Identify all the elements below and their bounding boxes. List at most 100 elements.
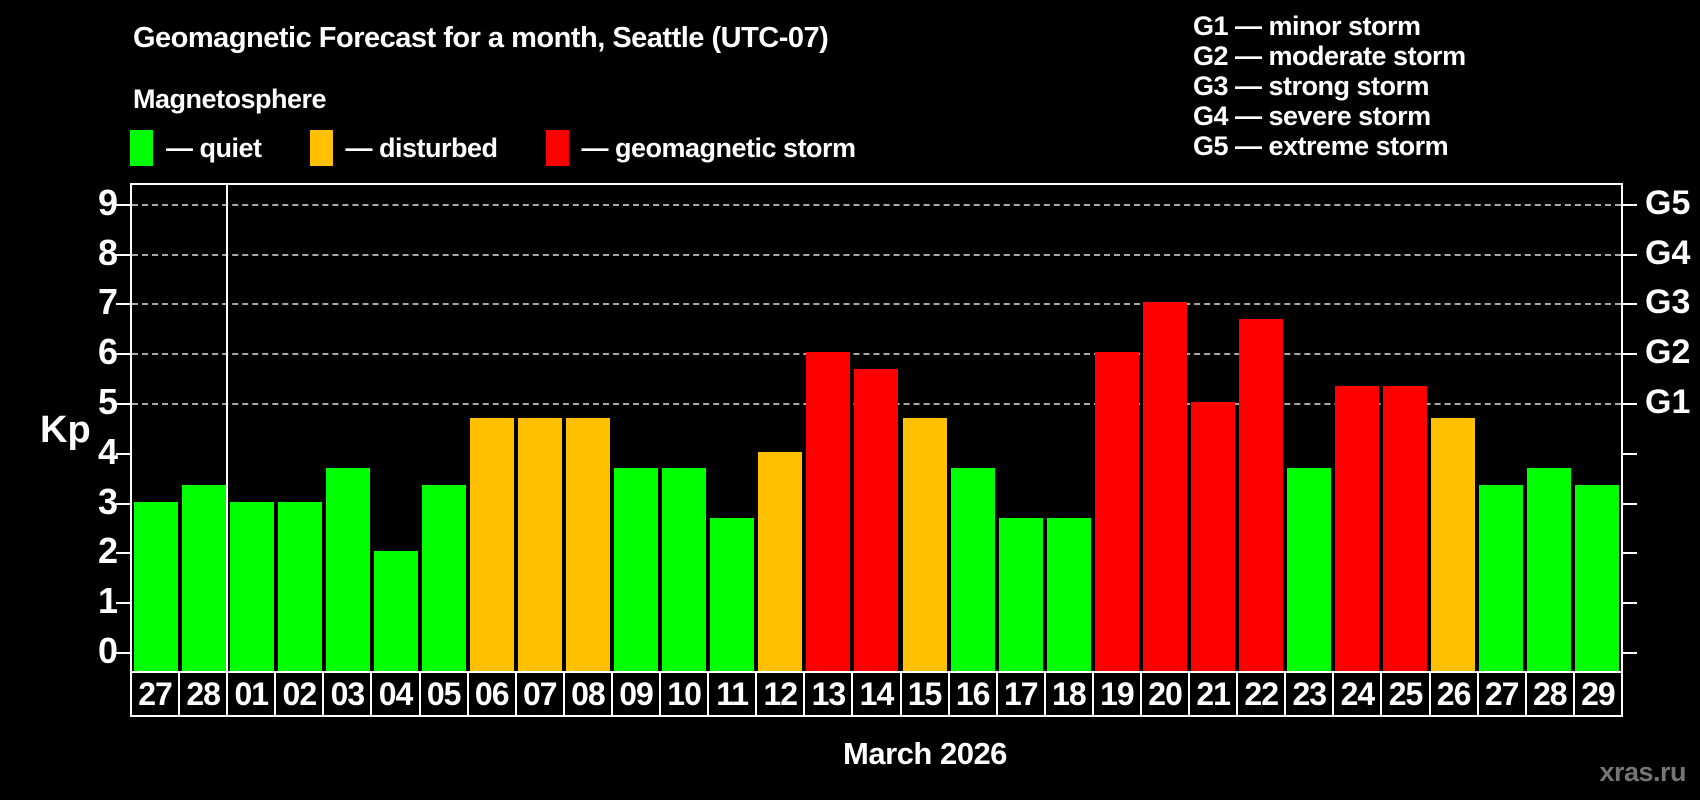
right-tick-kp-0 [1623,652,1637,654]
right-tick-kp-1 [1623,602,1637,605]
bar-day-26-kp-4.67 [1430,418,1475,671]
bar-slot-13 [804,185,852,671]
day-label-29: 29 [1572,671,1623,717]
y-axis-label-9: 9 [97,181,118,223]
bar-slot-17 [997,185,1045,671]
day-label-24: 24 [1332,671,1383,717]
bar-slot-09 [612,185,660,671]
bars-container [132,185,1621,671]
bar-slot-19 [1093,185,1141,671]
day-label-16: 16 [947,671,998,717]
bar-slot-06 [468,185,516,671]
bar-slot-15 [901,185,949,671]
bar-slot-10 [660,185,708,671]
bar-day-17-kp-2.67 [998,518,1043,671]
y-axis-label-8: 8 [97,231,118,273]
legend-swatch-disturbed-icon [309,130,333,166]
day-label-03: 03 [322,671,373,717]
day-label-12: 12 [755,671,806,717]
bar-slot-12 [756,185,804,671]
legend-item-storm: — geomagnetic storm [545,130,856,166]
y-axis-label-0: 0 [97,630,118,671]
day-label-11: 11 [707,671,758,717]
right-tick-kp-5 [1623,403,1637,405]
bar-slot-02 [276,185,324,671]
day-label-02: 02 [274,671,325,717]
chart-subtitle: Magnetosphere [133,84,327,114]
right-tick-kp-3 [1623,502,1637,505]
bar-day-22-kp-6.67 [1238,319,1283,671]
bar-day-02-kp-3 [278,502,323,671]
day-label-09: 09 [610,671,662,717]
bar-slot-22 [1237,185,1285,671]
bar-slot-04 [372,185,420,671]
plot-area [116,183,1637,671]
bar-day-15-kp-4.67 [902,418,947,671]
day-label-28: 28 [178,671,229,717]
bar-slot-27 [1477,185,1525,671]
bar-slot-08 [564,185,612,671]
day-label-14: 14 [851,671,902,717]
bar-slot-28 [180,185,228,671]
right-tick-kp-2 [1623,552,1637,555]
gridline-kp-7 [132,303,1621,306]
bar-day-24-kp-5.33 [1334,386,1379,671]
right-axis-label-G3: G3 [1645,283,1691,322]
bar-day-05-kp-3.33 [422,485,467,671]
day-label-21: 21 [1188,671,1239,717]
bar-slot-29 [1573,185,1621,671]
bar-slot-05 [420,185,468,671]
bar-day-29-kp-3.33 [1574,485,1619,671]
day-label-18: 18 [1043,671,1094,717]
bar-slot-21 [1189,185,1237,671]
day-label-23: 23 [1284,671,1335,717]
y-axis-label-3: 3 [97,480,118,522]
bar-slot-25 [1381,185,1429,671]
bar-day-23-kp-3.67 [1286,468,1331,671]
y-axis-label-2: 2 [97,530,118,572]
watermark: xras.ru [1599,757,1686,787]
left-tick-kp-1 [116,602,130,605]
bar-day-12-kp-4 [758,452,803,671]
bar-day-08-kp-4.67 [566,418,611,671]
bar-day-25-kp-5.33 [1382,386,1427,671]
day-label-01: 01 [226,671,277,717]
bar-slot-24 [1333,185,1381,671]
day-label-15: 15 [899,671,950,717]
day-label-26: 26 [1428,671,1479,717]
bar-day-19-kp-6 [1094,352,1139,671]
day-label-27: 27 [1476,671,1527,717]
day-label-07: 07 [514,671,565,717]
g-legend-line-4: G4 — severe storm [1193,101,1431,131]
left-tick-kp-5 [116,403,130,405]
bar-day-11-kp-2.67 [710,518,755,671]
legend-swatch-quiet-icon [130,130,153,166]
bar-day-21-kp-5 [1190,402,1235,671]
left-tick-kp-3 [116,502,130,505]
bar-day-18-kp-2.67 [1046,518,1091,671]
bar-day-04-kp-2 [374,551,419,671]
bar-slot-20 [1141,185,1189,671]
y-axis-label-4: 4 [97,430,118,472]
right-tick-kp-8 [1623,253,1637,256]
bar-day-28-kp-3.33 [182,485,227,671]
y-axis-label-1: 1 [97,580,118,622]
gridline-kp-6 [132,353,1621,356]
right-axis-label-G1: G1 [1645,383,1691,421]
kp-state-legend: — quiet — disturbed — geomagnetic storm [130,130,904,166]
g-scale-legend: G1 — minor storm G2 — moderate storm G3 — … [1193,11,1466,161]
g-legend-line-3: G3 — strong storm [1193,71,1430,101]
day-label-08: 08 [562,671,613,717]
day-label-19: 19 [1091,671,1142,717]
bar-slot-07 [516,185,564,671]
bar-day-27-kp-3.33 [1478,485,1523,671]
y-axis-label-5: 5 [97,381,118,422]
gridline-kp-8 [132,253,1621,256]
bar-day-01-kp-3 [230,502,275,671]
right-tick-kp-6 [1623,353,1637,356]
chart-title: Geomagnetic Forecast for a month, Seattl… [133,22,829,54]
left-tick-kp-9 [116,203,130,206]
left-tick-kp-7 [116,303,130,306]
bar-slot-01 [228,185,276,671]
